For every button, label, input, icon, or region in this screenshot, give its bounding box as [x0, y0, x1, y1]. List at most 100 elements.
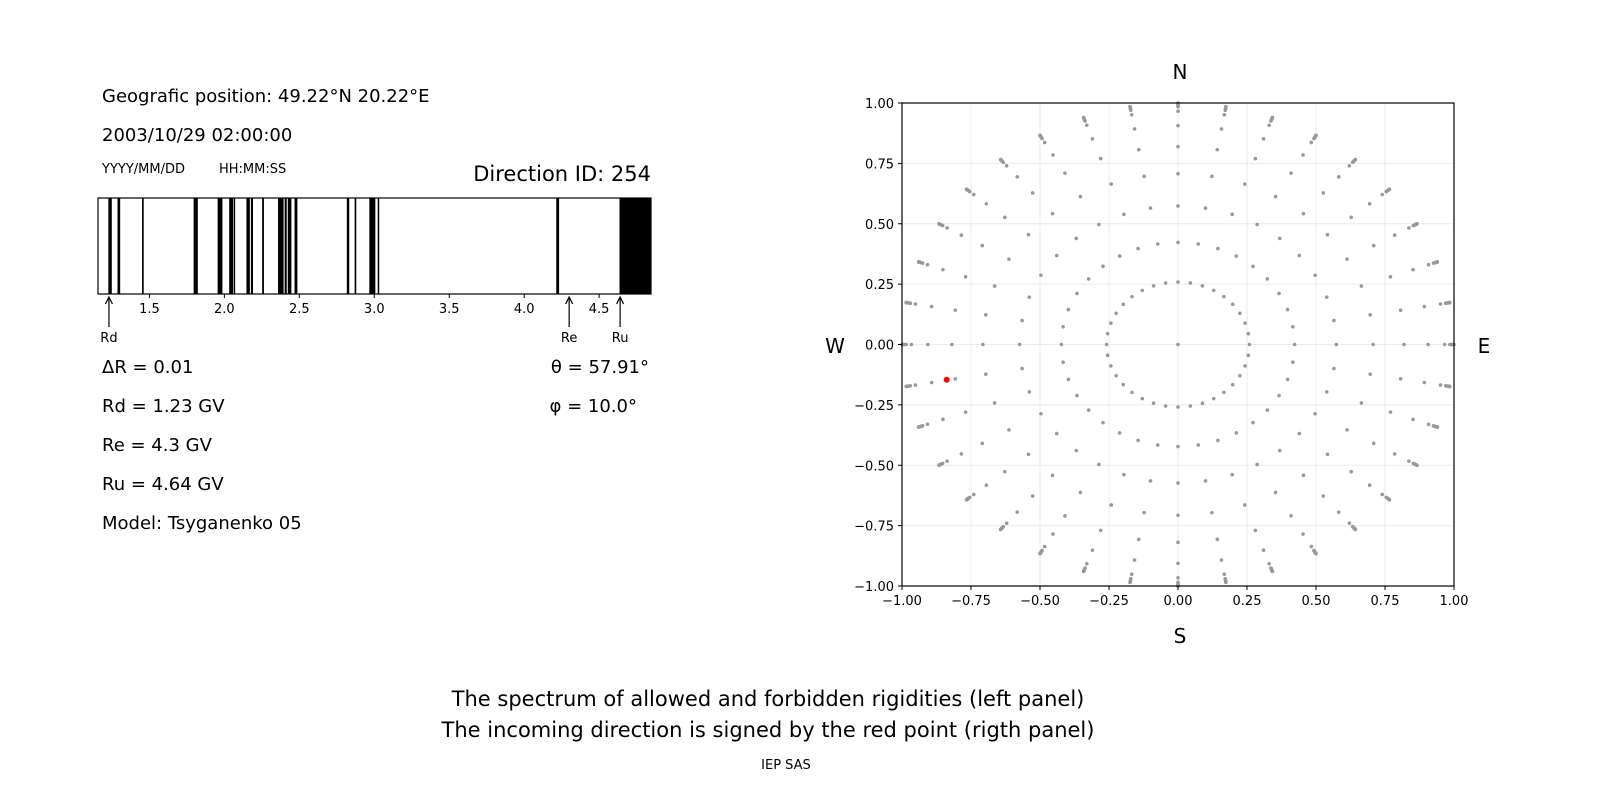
direction-point [1176, 342, 1180, 347]
direction-point [1267, 123, 1271, 128]
direction-point [1313, 273, 1317, 278]
direction-point [971, 192, 976, 197]
direction-point [1325, 452, 1330, 457]
direction-point [1117, 254, 1122, 258]
x-tick-label: −0.25 [1089, 594, 1129, 609]
direction-point [981, 342, 985, 347]
direction-point [998, 527, 1003, 532]
forbidden-band [619, 198, 651, 294]
direction-point [1314, 133, 1318, 138]
direction-point [1039, 411, 1043, 416]
direction-point [1151, 283, 1156, 288]
direction-point [1222, 294, 1226, 299]
x-tick-label: −0.50 [1020, 594, 1060, 609]
direction-point [1442, 342, 1447, 347]
direction-point [1392, 452, 1397, 456]
forbidden-band [287, 198, 292, 294]
direction-point [941, 417, 945, 422]
direction-point [992, 284, 997, 288]
direction-point [1097, 222, 1101, 227]
phi-value: φ = 10.0° [550, 396, 637, 417]
theta-value: θ = 57.91° [551, 357, 649, 378]
direction-point [1038, 133, 1042, 138]
credit: IEP SAS [761, 758, 811, 773]
forbidden-band [262, 198, 264, 294]
direction-point [1273, 490, 1278, 495]
direction-point [1114, 311, 1118, 316]
direction-point [1435, 260, 1440, 264]
compass-east: E [1478, 334, 1491, 358]
direction-point [1270, 115, 1275, 120]
y-tick-label: 0.25 [865, 278, 894, 293]
direction-point [1324, 390, 1329, 394]
direction-point [1109, 321, 1113, 325]
arrow-head-icon [616, 295, 625, 305]
direction-point [1238, 373, 1242, 378]
direction-point [1261, 137, 1266, 141]
time-format-label: HH:MM:SS [219, 162, 286, 177]
direction-point [1042, 544, 1047, 549]
forbidden-band [250, 198, 254, 294]
x-tick-label: −0.75 [951, 594, 991, 609]
direction-point [1345, 257, 1349, 261]
direction-point [980, 243, 985, 248]
direction-point [1426, 422, 1431, 427]
direction-point [1101, 264, 1105, 269]
direction-point [1105, 331, 1110, 336]
direction-point [1398, 308, 1403, 312]
forbidden-band [117, 198, 121, 294]
direction-point [1098, 156, 1103, 161]
direction-point [1285, 377, 1290, 382]
delta-r: ΔR = 0.01 [102, 357, 193, 378]
direction-point [1246, 353, 1251, 358]
forbidden-band [284, 198, 287, 294]
direction-point [1176, 144, 1180, 149]
direction-point [963, 275, 968, 279]
direction-point [1020, 318, 1024, 323]
direction-point [1176, 204, 1180, 208]
re-value: Re = 4.3 GV [102, 435, 213, 456]
direction-point [1242, 182, 1247, 186]
direction-point [1078, 490, 1083, 495]
direction-point [916, 425, 921, 429]
direction-point [1050, 211, 1055, 216]
ru-value: Ru = 4.64 GV [102, 474, 224, 495]
marker-label-re: Re [561, 331, 577, 346]
y-tick-label: −0.25 [854, 399, 894, 414]
direction-point [1349, 469, 1353, 474]
direction-point [1388, 410, 1393, 414]
direction-point [1211, 396, 1216, 401]
direction-point [1105, 353, 1110, 358]
forbidden-band [142, 198, 144, 294]
forbidden-band [556, 198, 560, 294]
direction-point [1359, 284, 1364, 288]
direction-point [1129, 112, 1134, 117]
direction-point [1176, 561, 1180, 566]
direction-point [1086, 408, 1091, 412]
direction-point [1063, 171, 1067, 175]
direction-point [1128, 580, 1132, 585]
direction-point [1142, 510, 1146, 515]
direction-point [1380, 492, 1385, 497]
direction-point [1200, 401, 1205, 406]
direction-point [1422, 380, 1427, 385]
y-tick-label: 0.50 [865, 218, 894, 233]
direction-point [1074, 236, 1079, 241]
x-tick-label: 3.5 [439, 302, 460, 317]
direction-point [916, 260, 921, 264]
direction-point [1345, 428, 1349, 432]
model: Model: Tsyganenko 05 [102, 513, 302, 534]
direction-point [1407, 459, 1411, 463]
direction-point [1017, 342, 1022, 347]
direction-point [1075, 291, 1079, 296]
direction-point [1039, 273, 1043, 278]
direction-point [1277, 448, 1282, 453]
x-tick-label: 1.5 [139, 302, 160, 317]
direction-point [1090, 137, 1095, 141]
forbidden-band [346, 198, 350, 294]
direction-scatter-chart: −1.00−1.00 −0.75 −0.75 −0.50 −0.50 −0.25 −0.25… [825, 60, 1490, 648]
direction-point [1026, 452, 1031, 457]
direction-point [1426, 342, 1430, 347]
direction-point [1332, 366, 1336, 371]
direction-point [1176, 444, 1180, 449]
